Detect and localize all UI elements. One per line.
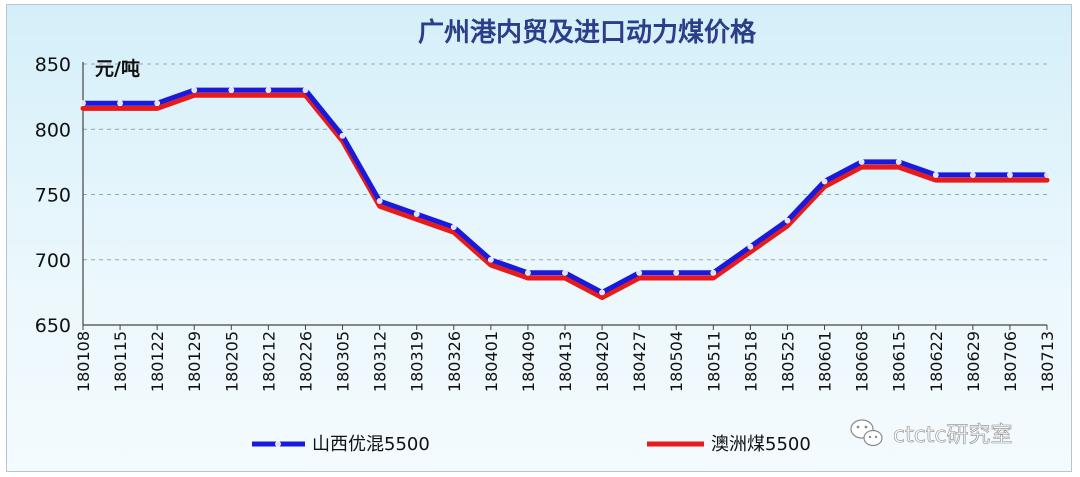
legend-label-shanxi: 山西优混5500	[312, 434, 430, 455]
point-marker	[525, 269, 531, 276]
point-marker	[821, 178, 828, 185]
x-tick-label-180629: 180629	[964, 331, 983, 392]
chart-frame: 广州港内贸及进口动力煤价格 650 700 750 800 850 180108 1801…	[6, 4, 1072, 472]
x-tick-label-180601: 180601	[816, 331, 835, 392]
x-tick-label-180312: 180312	[371, 331, 390, 392]
point-marker	[747, 243, 754, 250]
x-tick-label-180511: 180511	[704, 331, 723, 392]
y-tick-labels: 650 700 750 800 850	[35, 54, 71, 337]
point-marker	[562, 269, 568, 276]
x-tick-label-180608: 180608	[853, 331, 872, 392]
x-tick-label-180409: 180409	[519, 331, 538, 392]
x-tick-labels: 180108 180115 180122 180129 180205 180212 1802…	[74, 325, 1057, 392]
x-tick-label-180622: 180622	[927, 331, 946, 392]
point-marker	[265, 87, 272, 93]
point-marker	[1044, 172, 1050, 178]
x-tick-label-180108: 180108	[74, 331, 93, 392]
point-marker	[450, 224, 457, 231]
point-marker	[376, 198, 383, 204]
x-tick-label-180205: 180205	[222, 331, 241, 392]
y-tick-label-700: 700	[35, 250, 71, 272]
point-marker	[710, 269, 717, 276]
legend-marker-shanxi	[275, 441, 281, 447]
point-marker	[599, 289, 605, 296]
watermark-text: ctctc研究室	[893, 423, 1013, 448]
point-marker	[80, 100, 86, 107]
x-tick-label-180427: 180427	[630, 331, 649, 392]
legend-item-australia: 澳洲煤5500	[647, 434, 811, 455]
x-tick-label-180420: 180420	[593, 331, 612, 392]
x-tick-label-180401: 180401	[482, 331, 501, 392]
point-marker	[932, 172, 939, 178]
point-marker	[858, 158, 865, 165]
point-marker	[1007, 172, 1013, 178]
y-tick-label-650: 650	[35, 315, 71, 337]
point-marker	[413, 211, 420, 217]
x-tick-label-180706: 180706	[1001, 331, 1020, 392]
point-marker	[154, 100, 161, 107]
point-marker	[339, 132, 346, 139]
chart-title: 广州港内贸及进口动力煤价格	[418, 17, 757, 48]
point-marker	[228, 87, 235, 93]
x-tick-label-180212: 180212	[259, 331, 278, 392]
x-tick-label-180504: 180504	[667, 331, 686, 392]
point-marker	[117, 100, 123, 107]
y-axis-unit-label: 元/吨	[95, 57, 140, 80]
y-tick-label-750: 750	[35, 185, 71, 207]
x-tick-label-180115: 180115	[111, 331, 130, 392]
point-marker	[673, 269, 680, 276]
x-tick-label-180525: 180525	[778, 331, 797, 392]
y-tick-label-800: 800	[35, 119, 71, 141]
x-tick-label-180226: 180226	[296, 331, 315, 392]
x-tick-label-180713: 180713	[1038, 331, 1057, 392]
point-marker	[895, 158, 902, 165]
legend-item-shanxi: 山西优混5500	[252, 434, 430, 455]
legend-label-australia: 澳洲煤5500	[711, 434, 811, 455]
y-tick-label-850: 850	[35, 54, 71, 76]
x-tick-label-180615: 180615	[890, 331, 909, 392]
x-tick-label-180518: 180518	[741, 331, 760, 392]
x-tick-label-180319: 180319	[408, 331, 427, 392]
x-tick-label-180305: 180305	[334, 331, 353, 392]
point-marker	[191, 87, 198, 93]
point-marker	[636, 269, 643, 276]
point-marker	[302, 87, 309, 93]
point-marker	[487, 256, 494, 263]
watermark: ctctc研究室	[850, 419, 1013, 448]
point-marker	[784, 217, 791, 224]
series-lines	[80, 87, 1050, 301]
axes	[82, 62, 1047, 326]
x-tick-label-180129: 180129	[185, 331, 204, 392]
series-line-0	[80, 87, 1050, 295]
grid-lines	[83, 63, 1047, 261]
point-marker	[969, 172, 976, 178]
x-tick-label-180122: 180122	[148, 331, 167, 392]
x-tick-label-180413: 180413	[556, 331, 575, 392]
wechat-icon	[850, 419, 883, 447]
x-tick-label-180326: 180326	[445, 331, 464, 392]
series-line-1	[80, 92, 1050, 301]
legend: 山西优混5500 澳洲煤5500	[252, 434, 811, 455]
